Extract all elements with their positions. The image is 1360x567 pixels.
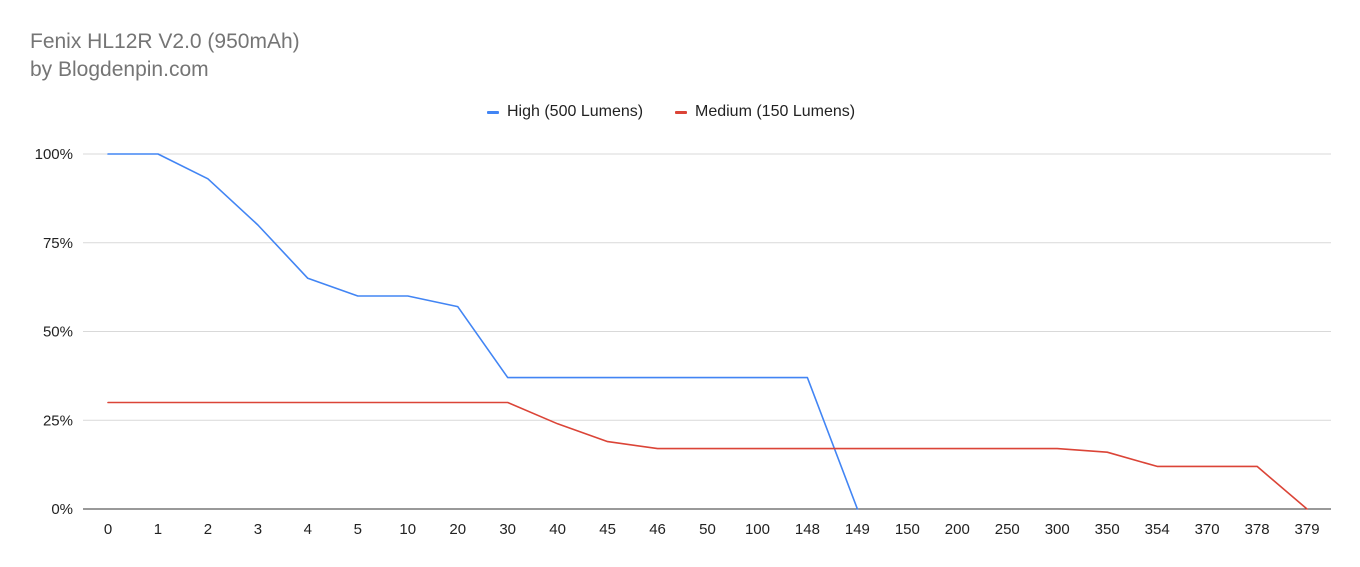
x-tick-label: 250 [995,521,1020,538]
x-tick-label: 0 [104,521,112,538]
x-tick-label: 3 [254,521,262,538]
y-tick-label: 50% [43,324,73,341]
x-tick-label: 149 [845,521,870,538]
x-tick-label: 378 [1245,521,1270,538]
chart-subtitle: by Blogdenpin.com [30,58,209,81]
x-tick-label: 150 [895,521,920,538]
legend-item-medium: Medium (150 Lumens) [675,103,855,121]
series-line-medium [107,401,1308,510]
x-tick-label: 40 [549,521,566,538]
x-tick-label: 370 [1195,521,1220,538]
y-tick-label: 25% [43,412,73,429]
x-tick-label: 300 [1045,521,1070,538]
x-tick-label: 1 [154,521,162,538]
x-tick-label: 10 [399,521,416,538]
x-tick-label: 200 [945,521,970,538]
x-tick-label: 354 [1145,521,1170,538]
x-tick-label: 350 [1095,521,1120,538]
x-tick-label: 100 [745,521,770,538]
x-tick-label: 5 [354,521,362,538]
y-tick-label: 100% [35,146,73,163]
x-tick-label: 148 [795,521,820,538]
x-tick-label: 50 [699,521,716,538]
x-tick-label: 20 [449,521,466,538]
legend-label-medium: Medium (150 Lumens) [695,103,856,120]
x-tick-label: 2 [204,521,212,538]
x-tick-label: 379 [1295,521,1320,538]
x-tick-label: 30 [499,521,516,538]
chart-title: Fenix HL12R V2.0 (950mAh) [30,30,300,53]
legend-label-high: High (500 Lumens) [507,103,644,120]
y-tick-label: 75% [43,235,73,252]
legend-swatch-high [487,110,499,114]
legend: High (500 Lumens) Medium (150 Lumens) [0,103,1360,125]
legend-item-high: High (500 Lumens) [487,103,643,121]
x-tick-label: 46 [649,521,666,538]
legend-swatch-medium [675,110,687,114]
y-tick-label: 0% [51,501,73,518]
x-tick-label: 45 [599,521,616,538]
series-line-high [107,153,859,510]
x-tick-label: 4 [304,521,312,538]
